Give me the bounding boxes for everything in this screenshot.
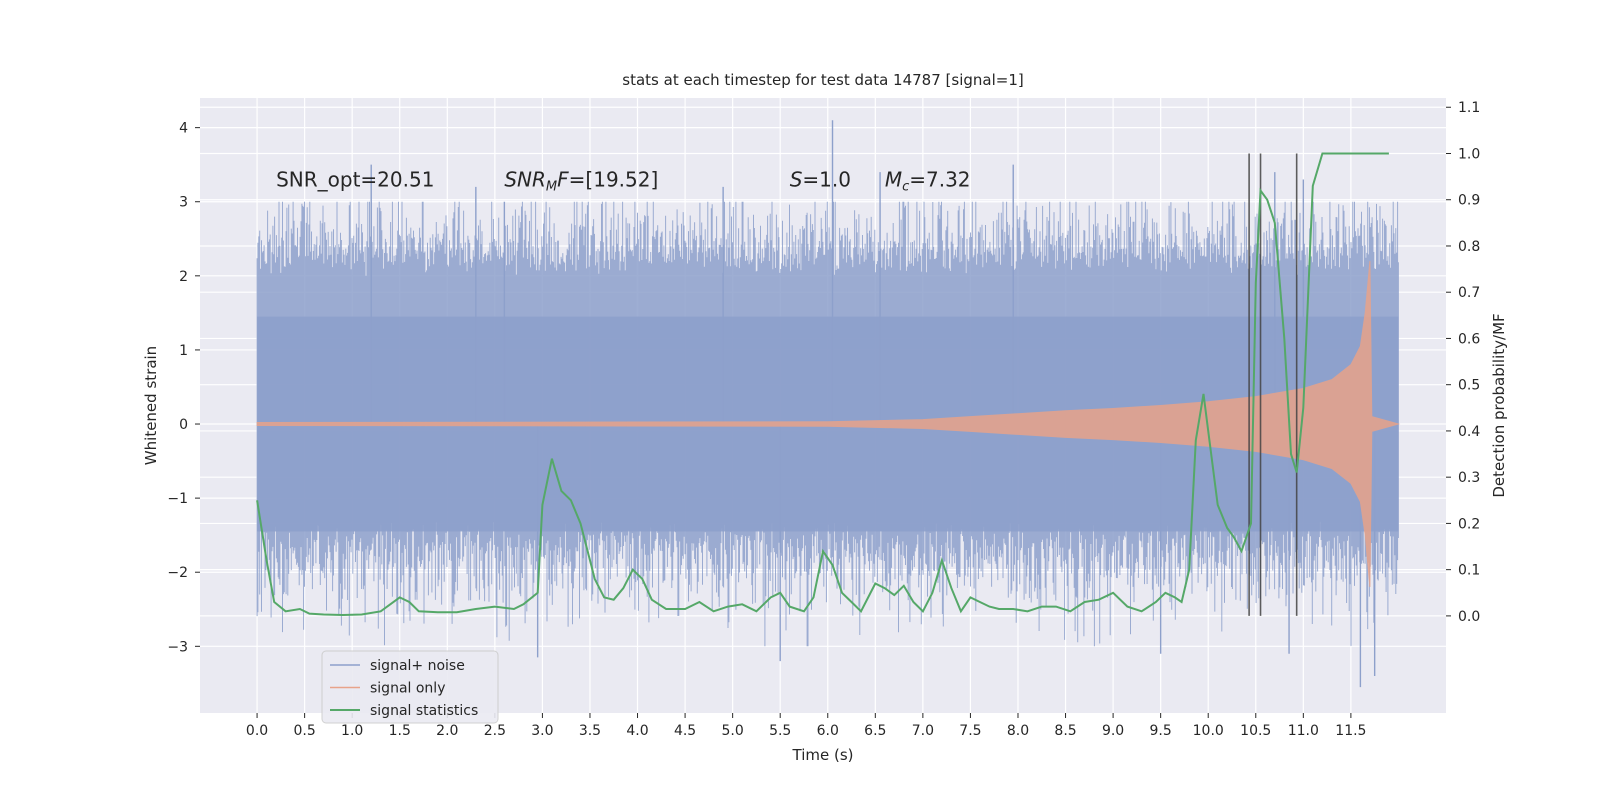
- annotation: SNRMF=[19.52]: [504, 168, 658, 195]
- y2-tick-label: 0.7: [1458, 285, 1480, 301]
- x-tick-label: 11.0: [1288, 723, 1319, 739]
- y2-axis-label: Detection probability/MF: [1490, 313, 1508, 497]
- y-axis-label: Whitened strain: [142, 346, 160, 465]
- x-tick-label: 1.5: [389, 723, 411, 739]
- y-tick-label: 1: [179, 343, 188, 359]
- x-tick-label: 5.0: [722, 723, 744, 739]
- y2-tick-label: 1.1: [1458, 100, 1480, 116]
- legend-label: signal statistics: [370, 703, 478, 719]
- x-tick-label: 7.5: [959, 723, 981, 739]
- x-tick-label: 11.5: [1335, 723, 1366, 739]
- x-axis-ticks: 0.0 0.5 1.0 1.5 2.0 2.5 3.0 3.5 4.0 4.5 5.0 5.5 6.0 6…: [246, 713, 1366, 739]
- annotation: Mc=7.32: [885, 168, 971, 195]
- signal-statistics-series: [256, 152, 1389, 617]
- y-tick-label: 4: [179, 121, 188, 137]
- signal-only-envelope: [256, 260, 1401, 588]
- x-tick-label: 3.0: [531, 723, 553, 739]
- y2-tick-label: 0.9: [1458, 193, 1480, 209]
- x-tick-label: 7.0: [912, 723, 934, 739]
- x-tick-label: 10.5: [1240, 723, 1271, 739]
- y-axis-ticks: −3 −2 −1 0 1 2 3 4: [167, 121, 200, 655]
- x-tick-label: 6.5: [864, 723, 886, 739]
- y-tick-label: −2: [167, 565, 188, 581]
- x-tick-label: 4.5: [674, 723, 696, 739]
- x-tick-label: 1.0: [341, 723, 363, 739]
- x-tick-label: 0.5: [293, 723, 315, 739]
- x-tick-label: 4.0: [626, 723, 648, 739]
- chart-title: stats at each timestep for test data 147…: [622, 71, 1023, 89]
- x-tick-label: 8.0: [1007, 723, 1029, 739]
- legend: signal+ noise signal only signal statistic…: [321, 650, 499, 724]
- y2-tick-label: 1.0: [1458, 146, 1480, 162]
- y2-tick-label: 0.1: [1458, 563, 1480, 579]
- x-tick-label: 6.0: [817, 723, 839, 739]
- vertical-markers: [1248, 153, 1298, 616]
- x-tick-label: 8.5: [1054, 723, 1076, 739]
- y2-tick-label: 0.8: [1458, 239, 1480, 255]
- y2-tick-label: 0.4: [1458, 424, 1480, 440]
- signal-statistics-line: [256, 152, 1389, 617]
- y2-axis-ticks: 0.0 0.1 0.2 0.3 0.4 0.5 0.6 0.7 0.8 0.9 1.0 1.1: [1446, 100, 1480, 625]
- y2-tick-label: 0.2: [1458, 516, 1480, 532]
- x-tick-label: 10.0: [1193, 723, 1224, 739]
- y-tick-label: −1: [167, 491, 188, 507]
- annotations: SNR_opt=20.51 SNRMF=[19.52] S=1.0 Mc=7.32: [276, 168, 970, 195]
- y-tick-label: 2: [179, 269, 188, 285]
- legend-label: signal only: [370, 681, 445, 697]
- x-axis-label: Time (s): [792, 746, 854, 764]
- y2-tick-label: 0.0: [1458, 609, 1480, 625]
- legend-label: signal+ noise: [370, 658, 465, 674]
- x-tick-label: 9.0: [1102, 723, 1124, 739]
- annotation: S=1.0: [790, 168, 851, 192]
- x-tick-label: 2.0: [436, 723, 458, 739]
- y2-tick-label: 0.6: [1458, 331, 1480, 347]
- x-tick-label: 0.0: [246, 723, 268, 739]
- signal-only-series: [256, 260, 1401, 588]
- x-tick-label: 2.5: [484, 723, 506, 739]
- legend-box: [321, 650, 499, 724]
- x-tick-label: 3.5: [579, 723, 601, 739]
- y-tick-label: 3: [179, 195, 188, 211]
- x-tick-label: 5.5: [769, 723, 791, 739]
- annotation: SNR_opt=20.51: [276, 168, 434, 192]
- y2-tick-label: 0.5: [1458, 378, 1480, 394]
- y-tick-label: 0: [179, 417, 188, 433]
- x-tick-label: 9.5: [1150, 723, 1172, 739]
- y2-tick-label: 0.3: [1458, 470, 1480, 486]
- y-tick-label: −3: [167, 639, 188, 655]
